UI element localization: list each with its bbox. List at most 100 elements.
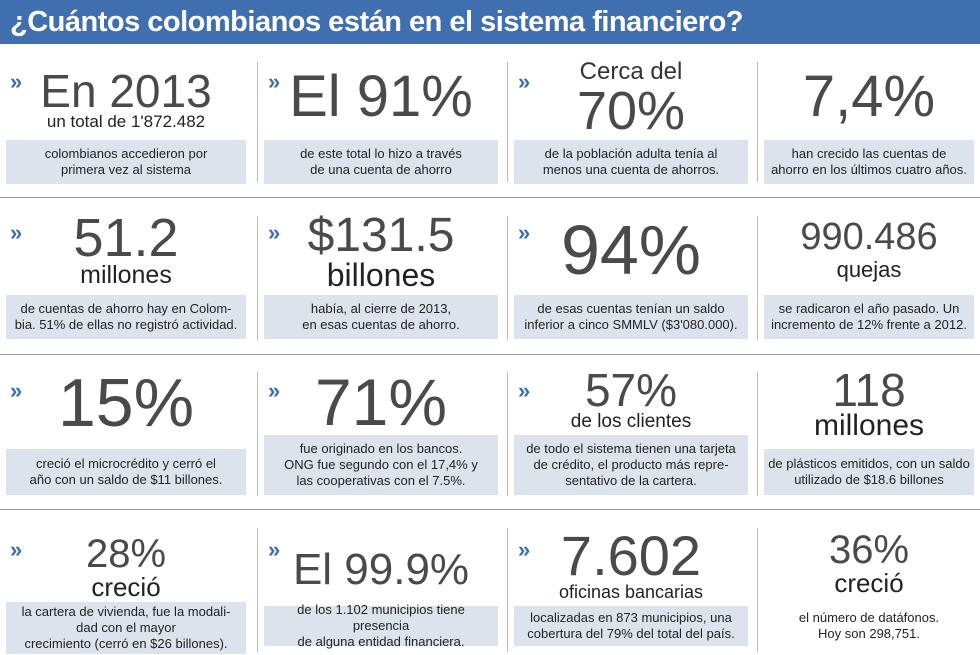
stat-description-text: de esas cuentas tenían un saldo inferior… [524, 301, 738, 332]
stat-subheadline: un total de 1'872.482 [46, 112, 206, 131]
double-chevron-icon: » [518, 378, 531, 403]
double-chevron-icon: » [268, 378, 281, 403]
stat-cell: » 94% de esas cuentas tenían un saldo in… [508, 199, 754, 354]
stat-cell: » El 99.9% de los 1.102 municipios tiene… [258, 510, 504, 655]
stat-description-text: de la población adulta tenía al menos un… [542, 146, 720, 177]
stat-description-text: localizadas en 873 municipios, una cober… [527, 610, 735, 641]
stat-cell: 118 millones de plásticos emitidos, con … [758, 355, 980, 509]
stat-description: había, al cierre de 2013, en esas cuenta… [264, 295, 498, 339]
stat-description: de todo el sistema tienen una tarjeta de… [514, 435, 748, 495]
stat-headline: 28% [85, 532, 167, 576]
double-chevron-icon: » [10, 69, 23, 94]
column-divider [507, 62, 508, 182]
column-divider [507, 372, 508, 496]
stat-description: de este total lo hizo a través de una cu… [264, 140, 498, 184]
stat-description-text: había, al cierre de 2013, en esas cuenta… [302, 301, 460, 332]
stat-cell: » El 91% de este total lo hizo a través … [258, 44, 504, 197]
stat-description: el número de datáfonos. Hoy son 298,751. [764, 606, 974, 646]
stat-description-text: la cartera de vivienda, fue la modali- d… [21, 604, 231, 651]
stat-description-text: se radicaron el año pasado. Un increment… [771, 301, 967, 332]
row-divider [0, 197, 980, 198]
stat-cell: » En 2013 un total de 1'872.482 colombia… [0, 44, 252, 197]
stat-cell: 7,4% han crecido las cuentas de ahorro e… [758, 44, 980, 197]
stat-description: creció el microcrédito y cerró el año co… [6, 449, 246, 495]
stat-subheadline: millones [813, 409, 925, 442]
double-chevron-icon: » [518, 220, 531, 245]
stat-description: han crecido las cuentas de ahorro en los… [764, 140, 974, 184]
column-divider [257, 528, 258, 652]
stat-description-text: colombianos accedieron por primera vez a… [44, 146, 208, 177]
column-divider [757, 372, 758, 496]
stat-headline: 118 [832, 364, 906, 416]
stat-headline: 71% [314, 365, 448, 439]
double-chevron-icon: » [268, 537, 281, 562]
title-bar: ¿Cuántos colombianos están en el sistema… [0, 0, 980, 44]
page-title: ¿Cuántos colombianos están en el sistema… [10, 6, 744, 38]
column-divider [257, 216, 258, 340]
column-divider [757, 216, 758, 340]
stat-description: localizadas en 873 municipios, una cober… [514, 606, 748, 646]
stat-headline: El 99.9% [292, 545, 470, 594]
stat-cell: » 28% creció la cartera de vivienda, fue… [0, 510, 252, 655]
stat-headline: 70% [576, 81, 686, 141]
stat-headline: El 91% [289, 64, 473, 129]
stat-headline: 7,4% [802, 64, 936, 129]
stat-subheadline: millones [80, 261, 172, 289]
row-divider [0, 354, 980, 355]
stat-description: de cuentas de ahorro hay en Colom- bia. … [6, 295, 246, 339]
stat-subheadline: creció [91, 572, 161, 602]
stat-description-text: de todo el sistema tienen una tarjeta de… [526, 441, 736, 488]
stat-cell: » 15% creció el microcrédito y cerró el … [0, 355, 252, 509]
stat-subheadline: quejas [836, 257, 902, 282]
stat-subheadline: billones [326, 257, 436, 293]
stat-description: fue originado en los bancos. ONG fue seg… [264, 435, 498, 495]
stat-headline: $131.5 [307, 209, 455, 262]
stat-description-text: fue originado en los bancos. ONG fue seg… [284, 441, 478, 488]
stat-description: se radicaron el año pasado. Un increment… [764, 295, 974, 339]
double-chevron-icon: » [10, 220, 23, 245]
stat-description: de la población adulta tenía al menos un… [514, 140, 748, 184]
stat-description: de plásticos emitidos, con un saldo util… [764, 449, 974, 495]
double-chevron-icon: » [268, 69, 281, 94]
column-divider [257, 372, 258, 496]
stat-preheadline: Cerca del [579, 58, 683, 85]
stat-cell: » Cerca del 70% de la población adulta t… [508, 44, 754, 197]
stat-headline: 7.602 [560, 524, 702, 587]
double-chevron-icon: » [518, 69, 531, 94]
stat-cell: » 7.602 oficinas bancarias localizadas e… [508, 510, 754, 655]
stat-cell: 36% creció el número de datáfonos. Hoy s… [758, 510, 980, 655]
stat-cell: » $131.5 billones había, al cierre de 20… [258, 199, 504, 354]
stat-headline: 57% [584, 364, 678, 416]
stat-description: de esas cuentas tenían un saldo inferior… [514, 295, 748, 339]
double-chevron-icon: » [268, 220, 281, 245]
stat-description-text: de este total lo hizo a través de una cu… [300, 146, 462, 177]
column-divider [757, 528, 758, 652]
stat-headline: 990.486 [800, 216, 938, 258]
stat-cell: » 57% de los clientes de todo el sistema… [508, 355, 754, 509]
stat-description-text: de los 1.102 municipios tiene presencia … [297, 602, 465, 649]
stat-subheadline: oficinas bancarias [558, 582, 704, 602]
stat-description: la cartera de vivienda, fue la modali- d… [6, 602, 246, 654]
column-divider [507, 528, 508, 652]
stat-description-text: de plásticos emitidos, con un saldo util… [768, 456, 970, 487]
stat-headline: 36% [828, 528, 910, 572]
stat-description-text: han crecido las cuentas de ahorro en los… [771, 146, 967, 177]
column-divider [507, 216, 508, 340]
stat-headline: 94% [560, 211, 702, 289]
column-divider [257, 62, 258, 182]
double-chevron-icon: » [10, 537, 23, 562]
row-divider [0, 509, 980, 510]
stat-cell: » 51.2 millones de cuentas de ahorro hay… [0, 199, 252, 354]
stat-subheadline: creció [834, 568, 904, 598]
stat-cell: » 71% fue originado en los bancos. ONG f… [258, 355, 504, 509]
stat-description-text: de cuentas de ahorro hay en Colom- bia. … [14, 301, 238, 332]
stat-description-text: creció el microcrédito y cerró el año co… [29, 456, 223, 487]
stat-headline: En 2013 [40, 65, 212, 117]
stat-subheadline: de los clientes [570, 411, 692, 432]
stat-headline: 15% [57, 365, 195, 441]
stat-cell: 990.486 quejas se radicaron el año pasad… [758, 199, 980, 354]
stat-description-text: el número de datáfonos. Hoy son 298,751. [798, 610, 940, 641]
stat-description: colombianos accedieron por primera vez a… [6, 140, 246, 184]
column-divider [757, 62, 758, 182]
stat-description: de los 1.102 municipios tiene presencia … [264, 602, 498, 649]
